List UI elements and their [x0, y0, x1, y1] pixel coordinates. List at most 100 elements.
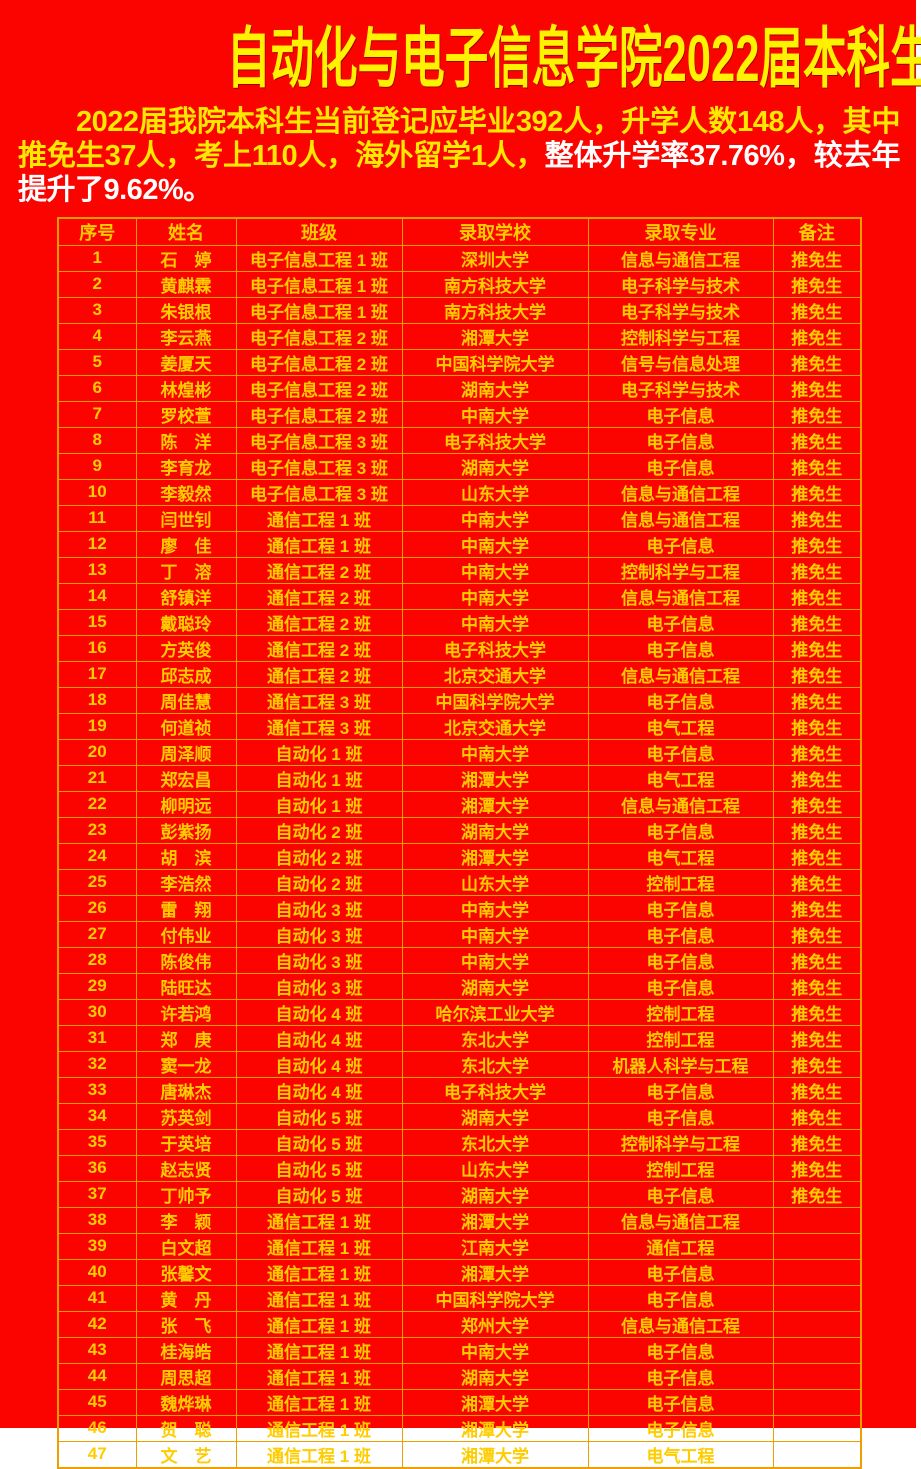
- name-cell: 李浩然: [135, 868, 237, 896]
- class-cell: 自动化 3 班: [235, 972, 403, 1000]
- name-cell: 周思超: [135, 1362, 237, 1390]
- table-row: 35 于英培 自动化 5 班东北大学 控制科学与工程 推免生: [57, 1128, 862, 1156]
- class-cell: 通信工程 2 班: [235, 582, 403, 610]
- school-cell: 电子科技大学: [401, 634, 589, 662]
- class-cell: 通信工程 1 班: [235, 1440, 403, 1469]
- remark-cell: 推免生: [772, 998, 862, 1026]
- serial-cell: 25: [57, 868, 137, 896]
- major-cell: 电子信息: [587, 1284, 774, 1312]
- table-row: 29 陆旺达 自动化 3 班湖南大学 电子信息 推免生: [57, 972, 862, 1000]
- school-cell: 郑州大学: [401, 1310, 589, 1338]
- table-row: 34 苏英剑 自动化 5 班湖南大学 电子信息 推免生: [57, 1102, 862, 1130]
- school-cell: 中南大学: [401, 582, 589, 610]
- name-cell: 于英培: [135, 1128, 237, 1156]
- major-cell: 控制科学与工程: [587, 556, 774, 584]
- serial-cell: 24: [57, 842, 137, 870]
- serial-cell: 22: [57, 790, 137, 818]
- major-cell: 信息与通信工程: [587, 582, 774, 610]
- table-row: 16 方英俊 通信工程 2 班电子科技大学 电子信息 推免生: [57, 634, 862, 662]
- school-cell: 北京交通大学: [401, 660, 589, 688]
- serial-cell: 20: [57, 738, 137, 766]
- class-cell: 自动化 1 班: [235, 790, 403, 818]
- school-cell: 湖南大学: [401, 374, 589, 402]
- remark-cell: 推免生: [772, 738, 862, 766]
- serial-cell: 33: [57, 1076, 137, 1104]
- name-cell: 张馨文: [135, 1258, 237, 1286]
- remark-cell: 推免生: [772, 374, 862, 402]
- major-cell: 控制科学与工程: [587, 1128, 774, 1156]
- header-school: 录取学校: [401, 217, 589, 246]
- remark-cell: 推免生: [772, 1050, 862, 1078]
- class-cell: 电子信息工程 1 班: [235, 270, 403, 298]
- remark-cell: [772, 1310, 862, 1338]
- remark-cell: 推免生: [772, 322, 862, 350]
- serial-cell: 5: [57, 348, 137, 376]
- school-cell: 湘潭大学: [401, 1206, 589, 1234]
- name-cell: 柳明远: [135, 790, 237, 818]
- school-cell: 中南大学: [401, 894, 589, 922]
- remark-cell: [772, 1232, 862, 1260]
- serial-cell: 40: [57, 1258, 137, 1286]
- school-cell: 中南大学: [401, 530, 589, 558]
- name-cell: 闫世钊: [135, 504, 237, 532]
- table-row: 4 李云燕 电子信息工程 2 班湘潭大学 控制科学与工程 推免生: [57, 322, 862, 350]
- class-cell: 通信工程 3 班: [235, 712, 403, 740]
- school-cell: 南方科技大学: [401, 270, 589, 298]
- major-cell: 信息与通信工程: [587, 1310, 774, 1338]
- serial-cell: 31: [57, 1024, 137, 1052]
- serial-cell: 17: [57, 660, 137, 688]
- class-cell: 电子信息工程 3 班: [235, 478, 403, 506]
- remark-cell: 推免生: [772, 920, 862, 948]
- class-cell: 电子信息工程 1 班: [235, 296, 403, 324]
- name-cell: 贺 聪: [135, 1414, 237, 1442]
- name-cell: 郑宏昌: [135, 764, 237, 792]
- major-cell: 电气工程: [587, 712, 774, 740]
- major-cell: 控制工程: [587, 1024, 774, 1052]
- remark-cell: 推免生: [772, 634, 862, 662]
- class-cell: 通信工程 2 班: [235, 634, 403, 662]
- class-cell: 通信工程 1 班: [235, 530, 403, 558]
- class-cell: 通信工程 1 班: [235, 1336, 403, 1364]
- major-cell: 电子信息: [587, 608, 774, 636]
- remark-cell: [772, 1388, 862, 1416]
- class-cell: 自动化 3 班: [235, 920, 403, 948]
- class-cell: 自动化 2 班: [235, 868, 403, 896]
- name-cell: 林煌彬: [135, 374, 237, 402]
- name-cell: 方英俊: [135, 634, 237, 662]
- serial-cell: 38: [57, 1206, 137, 1234]
- summary-lead-text: 2022届我院本科生当前登记应毕业392人，升学人数148人，其中推免生37人，…: [18, 105, 901, 172]
- class-cell: 电子信息工程 2 班: [235, 400, 403, 428]
- remark-cell: 推免生: [772, 816, 862, 844]
- school-cell: 东北大学: [401, 1128, 589, 1156]
- major-cell: 电子信息: [587, 1258, 774, 1286]
- remark-cell: 推免生: [772, 686, 862, 714]
- table-row: 46 贺 聪通信工程 1 班湘潭大学 电子信息: [57, 1414, 862, 1442]
- class-cell: 自动化 1 班: [235, 764, 403, 792]
- name-cell: 石 婷: [135, 244, 237, 272]
- serial-cell: 45: [57, 1388, 137, 1416]
- remark-cell: 推免生: [772, 582, 862, 610]
- table-row: 10 李毅然 电子信息工程 3 班山东大学 信息与通信工程 推免生: [57, 478, 862, 506]
- name-cell: 彭紫扬: [135, 816, 237, 844]
- major-cell: 电气工程: [587, 764, 774, 792]
- school-cell: 湘潭大学: [401, 1388, 589, 1416]
- school-cell: 湘潭大学: [401, 764, 589, 792]
- header-major: 录取专业: [587, 217, 774, 246]
- name-cell: 李 颖: [135, 1206, 237, 1234]
- school-cell: 中国科学院大学: [401, 686, 589, 714]
- table-row: 11 闫世钊 通信工程 1 班中南大学 信息与通信工程 推免生: [57, 504, 862, 532]
- name-cell: 桂海皓: [135, 1336, 237, 1364]
- name-cell: 郑 庚: [135, 1024, 237, 1052]
- remark-cell: 推免生: [772, 868, 862, 896]
- school-cell: 中南大学: [401, 400, 589, 428]
- table-row: 22 柳明远 自动化 1 班湘潭大学 信息与通信工程 推免生: [57, 790, 862, 818]
- serial-cell: 2: [57, 270, 137, 298]
- school-cell: 中南大学: [401, 608, 589, 636]
- remark-cell: [772, 1414, 862, 1442]
- remark-cell: 推免生: [772, 1024, 862, 1052]
- table-row: 21 郑宏昌 自动化 1 班湘潭大学 电气工程 推免生: [57, 764, 862, 792]
- class-cell: 通信工程 2 班: [235, 660, 403, 688]
- serial-cell: 29: [57, 972, 137, 1000]
- class-cell: 自动化 2 班: [235, 842, 403, 870]
